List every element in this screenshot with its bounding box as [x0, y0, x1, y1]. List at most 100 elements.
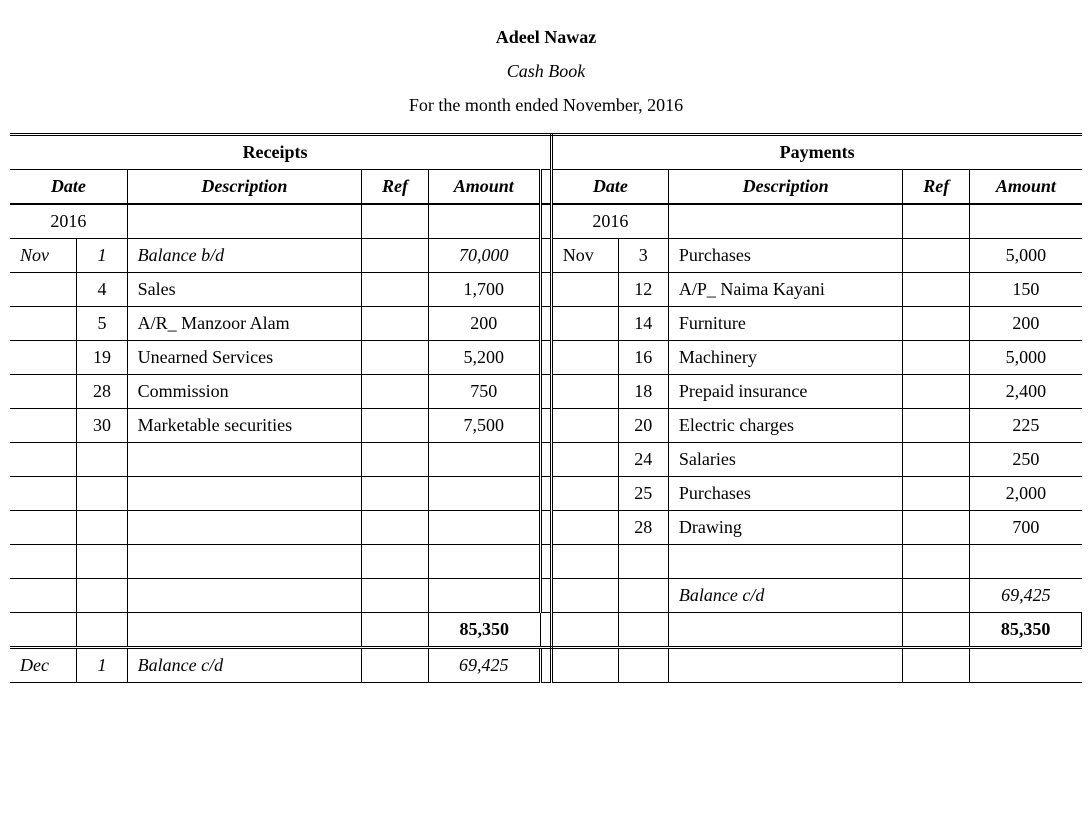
desc-cell — [127, 476, 361, 510]
desc-cell: Balance b/d — [127, 238, 361, 272]
desc-cell: Machinery — [668, 340, 902, 374]
day-cell — [77, 544, 127, 578]
center-divider — [540, 204, 551, 239]
cell — [668, 204, 902, 239]
amount-cell — [429, 578, 541, 612]
total-left: 85,350 — [429, 612, 541, 647]
center-divider — [540, 544, 551, 578]
desc-cell: Sales — [127, 272, 361, 306]
ref-cell — [903, 374, 970, 408]
day-cell: 14 — [618, 306, 668, 340]
col-desc-right: Description — [668, 169, 902, 204]
center-divider — [540, 340, 551, 374]
desc-cell: Furniture — [668, 306, 902, 340]
month-cell — [10, 510, 77, 544]
amount-cell: 5,000 — [970, 238, 1082, 272]
ref-cell — [362, 510, 429, 544]
cashbook-header: Adeel Nawaz Cash Book For the month ende… — [10, 20, 1082, 123]
cell — [551, 612, 618, 647]
day-cell: 30 — [77, 408, 127, 442]
desc-cell: Marketable securities — [127, 408, 361, 442]
table-row: 5A/R_ Manzoor Alam20014Furniture200 — [10, 306, 1082, 340]
month-cell — [551, 544, 618, 578]
col-amount-left: Amount — [429, 169, 541, 204]
ref-cell — [362, 408, 429, 442]
cell — [429, 204, 541, 239]
month-cell: Dec — [10, 647, 77, 682]
day-cell: 12 — [618, 272, 668, 306]
year-left: 2016 — [10, 204, 127, 239]
desc-cell — [127, 544, 361, 578]
ref-cell — [362, 544, 429, 578]
desc-cell: Commission — [127, 374, 361, 408]
center-divider — [540, 476, 551, 510]
desc-cell: Drawing — [668, 510, 902, 544]
cell — [970, 204, 1082, 239]
table-row: 4Sales1,70012A/P_ Naima Kayani150 — [10, 272, 1082, 306]
ref-cell — [903, 238, 970, 272]
desc-cell: Unearned Services — [127, 340, 361, 374]
amount-cell: 700 — [970, 510, 1082, 544]
ref-cell — [903, 408, 970, 442]
day-cell: 19 — [77, 340, 127, 374]
col-date-right: Date — [551, 169, 668, 204]
receipts-header: Receipts — [10, 134, 540, 169]
day-cell — [618, 544, 668, 578]
amount-cell: 1,700 — [429, 272, 541, 306]
balance-cd-row: Balance c/d69,425 — [10, 578, 1082, 612]
day-cell: 4 — [77, 272, 127, 306]
table-row: 19Unearned Services5,20016Machinery5,000 — [10, 340, 1082, 374]
total-right: 85,350 — [970, 612, 1082, 647]
ref-cell — [903, 544, 970, 578]
day-cell: 5 — [77, 306, 127, 340]
day-cell — [77, 510, 127, 544]
center-divider — [540, 647, 551, 682]
ref-cell — [903, 476, 970, 510]
month-cell — [10, 306, 77, 340]
book-title: Cash Book — [10, 54, 1082, 88]
amount-cell: 69,425 — [970, 578, 1082, 612]
desc-cell — [127, 578, 361, 612]
month-cell — [551, 340, 618, 374]
totals-row: 85,350 85,350 — [10, 612, 1082, 647]
amount-cell — [429, 510, 541, 544]
center-divider — [540, 408, 551, 442]
cell — [127, 612, 361, 647]
ref-cell — [903, 306, 970, 340]
amount-cell — [429, 544, 541, 578]
col-ref-left: Ref — [362, 169, 429, 204]
ref-cell — [362, 272, 429, 306]
day-cell: 25 — [618, 476, 668, 510]
desc-cell — [127, 510, 361, 544]
desc-cell — [668, 647, 902, 682]
ref-cell — [903, 272, 970, 306]
day-cell: 1 — [77, 647, 127, 682]
table-row: 25Purchases2,000 — [10, 476, 1082, 510]
ref-cell — [362, 340, 429, 374]
month-cell — [10, 374, 77, 408]
amount-cell: 7,500 — [429, 408, 541, 442]
center-divider — [540, 134, 551, 169]
month-cell — [10, 272, 77, 306]
desc-cell: Electric charges — [668, 408, 902, 442]
period-label: For the month ended November, 2016 — [10, 88, 1082, 122]
amount-cell — [970, 544, 1082, 578]
table-row: 28Commission75018Prepaid insurance2,400 — [10, 374, 1082, 408]
cell — [77, 612, 127, 647]
year-row: 20162016 — [10, 204, 1082, 239]
amount-cell: 5,200 — [429, 340, 541, 374]
month-cell — [10, 408, 77, 442]
table-row: 30Marketable securities7,50020Electric c… — [10, 408, 1082, 442]
month-cell — [551, 374, 618, 408]
month-cell — [10, 340, 77, 374]
cell — [668, 612, 902, 647]
desc-cell: A/P_ Naima Kayani — [668, 272, 902, 306]
center-divider — [540, 272, 551, 306]
month-cell — [551, 272, 618, 306]
amount-cell: 70,000 — [429, 238, 541, 272]
desc-cell — [668, 544, 902, 578]
ref-cell — [362, 647, 429, 682]
ref-cell — [362, 442, 429, 476]
month-cell — [551, 578, 618, 612]
center-divider — [540, 510, 551, 544]
